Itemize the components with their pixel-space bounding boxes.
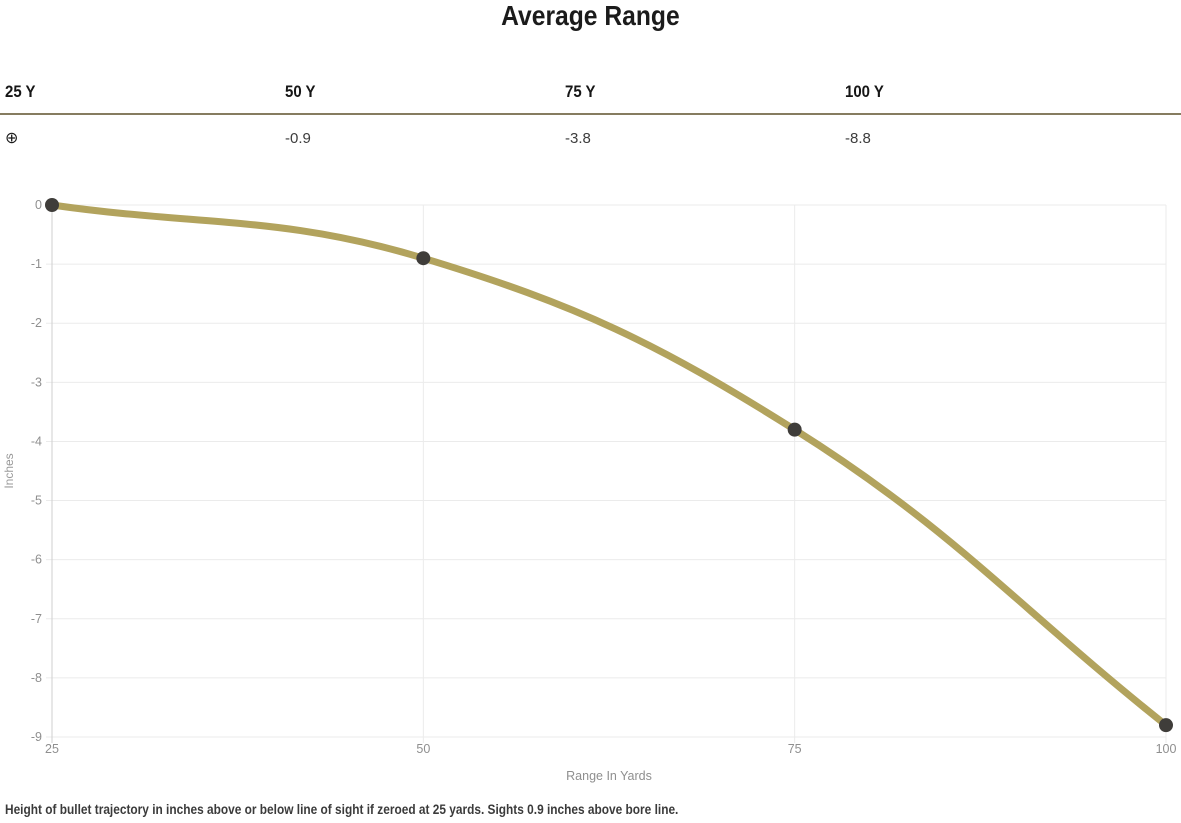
x-tick-label: 50 xyxy=(416,742,430,756)
y-tick-label: -9 xyxy=(31,730,42,744)
page-header: Average Range xyxy=(0,0,1181,32)
x-axis-title: Range In Yards xyxy=(566,769,652,783)
range-col-header-25y: 25 Y xyxy=(5,82,36,101)
data-point xyxy=(416,251,431,266)
x-tick-label: 75 xyxy=(788,742,802,756)
x-gridlines xyxy=(51,205,1167,743)
trajectory-chart: 0 -1 -2 -3 -4 -5 -6 -7 -8 -9 25 50 75 100 Inches Range … xyxy=(0,165,1181,785)
x-tick-labels: 25 50 75 100 xyxy=(45,742,1176,756)
drop-value-75y: -3.8 xyxy=(565,130,591,147)
y-tick-label: -7 xyxy=(31,612,42,626)
data-points xyxy=(45,198,1173,733)
range-table-value-row: ⊕ -0.9 -3.8 -8.8 xyxy=(0,115,1181,147)
y-axis-title: Inches xyxy=(2,453,16,488)
chart-footnote: Height of bullet trajectory in inches ab… xyxy=(5,802,679,817)
y-tick-label: -4 xyxy=(31,434,42,448)
data-point xyxy=(787,422,802,437)
trajectory-chart-svg: 0 -1 -2 -3 -4 -5 -6 -7 -8 -925 50 75 100 Inches Range … xyxy=(2,198,1176,783)
y-gridlines xyxy=(46,204,1166,738)
drop-value-100y: -8.8 xyxy=(845,130,871,147)
range-table: 25 Y 50 Y 75 Y 100 Y ⊕ -0.9 -3.8 -8.8 xyxy=(0,80,1181,147)
y-tick-labels: 0 -1 -2 -3 -4 -5 -6 -7 -8 -9 xyxy=(31,198,42,744)
y-tick-label: -8 xyxy=(31,671,42,685)
range-col-header-50y: 50 Y xyxy=(285,82,316,101)
y-tick-label: -5 xyxy=(31,494,42,508)
trajectory-line xyxy=(48,201,1170,729)
zero-crosshair-symbol: ⊕ xyxy=(5,130,19,147)
x-tick-label: 25 xyxy=(45,742,59,756)
range-col-header-75y: 75 Y xyxy=(565,82,596,101)
drop-value-50y: -0.9 xyxy=(285,130,311,147)
x-tick-label: 100 xyxy=(1156,742,1177,756)
y-tick-label: -6 xyxy=(31,553,42,567)
y-tick-label: -3 xyxy=(31,375,42,389)
data-point xyxy=(1159,718,1173,733)
y-tick-label: -2 xyxy=(31,316,42,330)
range-table-header-row: 25 Y 50 Y 75 Y 100 Y xyxy=(0,80,1181,115)
data-point xyxy=(45,198,59,212)
y-tick-label: -1 xyxy=(31,257,42,271)
y-tick-label: 0 xyxy=(35,198,42,212)
page-title: Average Range xyxy=(501,0,680,31)
range-col-header-100y: 100 Y xyxy=(845,82,884,101)
